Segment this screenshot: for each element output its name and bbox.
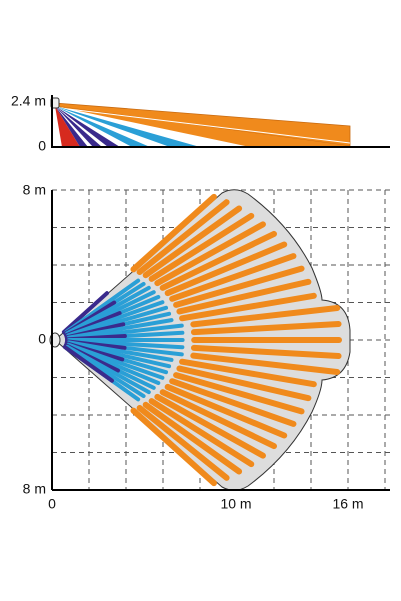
ray: [159, 389, 277, 450]
zero-label: 0: [38, 138, 46, 154]
ray: [148, 398, 255, 468]
bottom-label: 8 m: [23, 481, 46, 497]
ray: [136, 404, 230, 481]
ray: [190, 352, 341, 375]
ray: [176, 278, 312, 315]
ray: [173, 372, 305, 415]
ray: [130, 193, 217, 273]
top-view: 8 m 0 8 m 0 10 m 16 m: [23, 182, 390, 512]
rays: [61, 193, 342, 487]
mid-label: 0: [38, 331, 46, 347]
side-view: 2.4 m 0: [11, 93, 390, 154]
ray: [142, 401, 243, 475]
ray: [173, 265, 305, 308]
near-zone: [55, 106, 120, 147]
x-label: 10 m: [220, 496, 251, 512]
ray: [61, 291, 110, 334]
creep-zone: [55, 106, 80, 147]
near-zone: [55, 106, 102, 147]
ray: [130, 407, 217, 487]
ray: [136, 199, 230, 276]
top-label: 8 m: [23, 182, 46, 198]
ray: [176, 365, 312, 402]
near-zone: [55, 106, 88, 147]
ray: [154, 393, 266, 459]
ray: [159, 230, 277, 291]
ray: [62, 344, 114, 383]
x-label: 16 m: [332, 496, 363, 512]
ray: [164, 241, 288, 297]
x-label: 0: [48, 496, 56, 512]
ray: [190, 320, 342, 336]
ray: [164, 383, 288, 439]
ray: [154, 221, 266, 287]
zone-line: [59, 107, 351, 144]
ray: [190, 305, 341, 328]
ray: [190, 344, 342, 360]
mid-zone: [55, 106, 200, 147]
ray: [148, 212, 255, 282]
ray: [169, 253, 297, 302]
ray: [169, 378, 297, 427]
ray: [179, 292, 317, 322]
height-label: 2.4 m: [11, 93, 46, 109]
ray: [179, 358, 317, 388]
mid-zone: [55, 106, 150, 147]
ray: [142, 205, 243, 279]
